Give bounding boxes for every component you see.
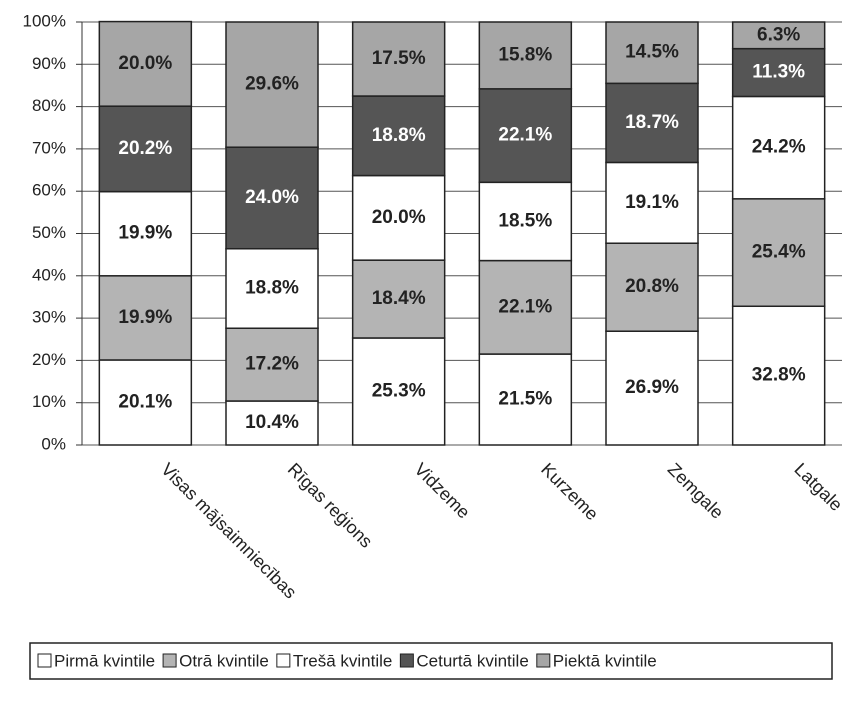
y-tick-label: 20% [32,350,66,369]
legend-label: Piektā kvintile [553,651,657,670]
bar-segment [478,88,573,184]
legend-label: Trešā kvintile [293,651,393,670]
y-tick-label: 90% [32,54,66,73]
value-label: 15.8% [498,44,552,65]
value-label: 17.2% [245,354,299,375]
bar-segment [98,190,193,277]
x-tick-label: Kurzeme [537,459,602,524]
value-label: 29.6% [245,74,299,95]
y-tick-label: 10% [32,392,66,411]
x-tick-label: Latgale [790,459,845,515]
value-label: 32.8% [752,365,806,386]
bar-segment [225,400,319,446]
value-label: 22.1% [498,125,552,146]
value-label: 18.5% [498,210,552,231]
legend-swatch [536,653,551,668]
y-tick-label: 100% [23,11,66,30]
y-tick-label: 50% [32,223,66,242]
bar-segment [98,275,193,361]
value-label: 22.1% [498,296,552,317]
value-label: 18.8% [372,125,426,146]
value-label: 19.1% [625,192,679,213]
bar-segment [605,21,699,85]
x-tick-label: Zemgale [664,459,728,523]
bar-segment [731,95,826,200]
bar-segment [478,259,573,355]
value-label: 19.9% [118,307,172,328]
x-tick-label: Visas mājsaimniecības [157,459,300,602]
value-label: 18.4% [372,288,426,309]
value-label: 20.1% [118,392,172,413]
value-label: 20.8% [625,276,679,297]
value-label: 14.5% [625,42,679,63]
legend-label: Pirmā kvintile [54,651,155,670]
bar-segment [98,105,193,193]
bar-segment [225,146,319,250]
value-label: 20.2% [118,138,172,159]
bar-segment [351,95,446,177]
y-tick-label: 30% [32,308,66,327]
legend-box [29,642,833,680]
value-label: 25.3% [372,381,426,402]
bar-segment [731,47,826,98]
value-label: 20.0% [118,53,172,74]
bar-segment [605,242,699,332]
legend-swatch [162,653,177,668]
value-label: 24.0% [245,187,299,208]
value-label: 10.4% [245,412,299,433]
value-label: 26.9% [625,377,679,398]
bar-segment [225,247,319,330]
bar-segment [351,174,446,261]
value-label: 21.5% [498,389,552,410]
value-label: 25.4% [752,242,806,263]
y-tick-label: 70% [32,138,66,157]
value-label: 6.3% [757,24,800,45]
legend-swatch [399,653,414,668]
value-label: 11.3% [752,62,805,83]
value-label: 17.5% [372,48,426,69]
value-label: 20.0% [372,207,426,228]
bar-segment [731,21,826,50]
bar-segment [225,21,319,148]
x-tick-label: Vidzeme [410,459,473,522]
bar-segment [478,21,573,90]
bar-segment [225,327,319,402]
y-tick-label: 80% [32,96,66,115]
value-label: 24.2% [752,137,806,158]
y-tick-label: 0% [41,434,66,453]
legend-label: Ceturtā kvintile [416,651,528,670]
bar-segment [605,82,699,164]
legend-swatch [37,653,52,668]
bar-segment [731,305,826,446]
bar-segment [98,359,193,446]
legend-label: Otrā kvintile [179,651,269,670]
bar-segment [605,161,699,244]
bar-segment [98,20,193,107]
value-label: 18.7% [625,112,679,133]
legend-swatch [276,653,291,668]
bar-segment [351,21,446,97]
y-tick-label: 40% [32,265,66,284]
bar-segment [731,198,826,308]
value-label: 18.8% [245,278,299,299]
x-tick-label: Rīgas reģions [284,459,377,552]
value-label: 19.9% [118,223,172,244]
y-tick-label: 60% [32,181,66,200]
